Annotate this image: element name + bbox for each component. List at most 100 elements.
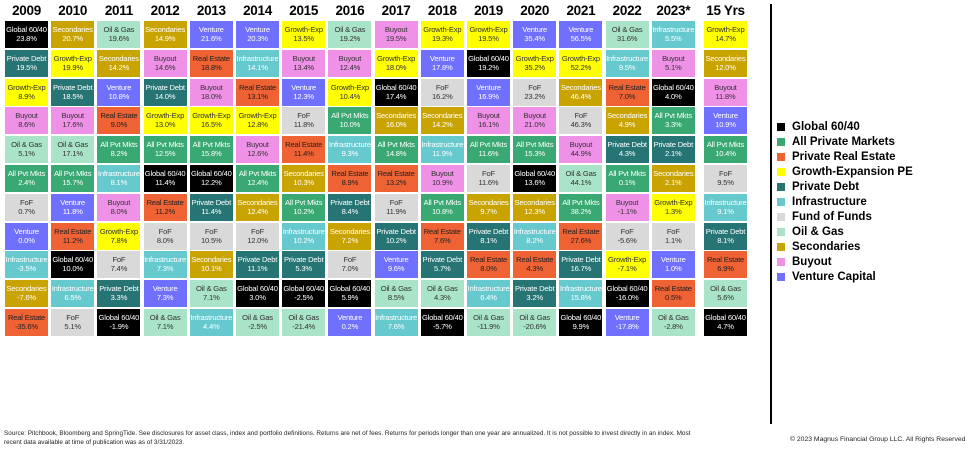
- legend-item: Private Debt: [777, 179, 913, 194]
- legend-item: Buyout: [777, 254, 913, 269]
- asset-class-label: Real Estate: [516, 255, 554, 265]
- asset-class-label: Global 60/40: [6, 25, 47, 34]
- return-value: 14.2%: [432, 120, 453, 130]
- year-column: 2020 Venture 35.4% Growth-Exp 35.2% FoF 23.2% B…: [513, 0, 557, 336]
- return-value: 0.2%: [341, 322, 359, 331]
- return-cell: Buyout 11.8%: [704, 78, 747, 106]
- return-cell: Real Estate 8.9%: [328, 165, 372, 192]
- year-header: 2018: [427, 3, 457, 18]
- return-cell: Real Estate 11.4%: [282, 136, 326, 164]
- return-value: 19.2%: [478, 62, 499, 72]
- legend-label: Global 60/40: [792, 120, 860, 133]
- return-cell: Global 60/40 13.6%: [513, 165, 557, 192]
- return-cell: Global 60/40 23.8%: [5, 21, 48, 48]
- asset-class-label: Secondaries: [145, 25, 186, 34]
- return-value: 10.9%: [432, 178, 453, 187]
- return-cell: Buyout 10.9%: [420, 165, 464, 192]
- return-cell: Growth-Exp 19.3%: [420, 21, 464, 48]
- return-value: 8.2%: [526, 235, 543, 245]
- return-value: 5.1%: [665, 62, 682, 72]
- return-cell: Growth-Exp 12.8%: [236, 107, 279, 135]
- return-cell: Growth-Exp 19.9%: [51, 49, 95, 77]
- year-column: 2023* Infrastructure 5.5% Buyout 5.1% Global …: [651, 0, 695, 336]
- year-column: 2012 Secondaries 14.9% Buyout 14.6% Private D…: [143, 0, 187, 336]
- asset-class-label: Real Estate: [377, 169, 415, 178]
- legend-item: All Private Markets: [777, 134, 913, 149]
- asset-class-label: Secondaries: [653, 169, 694, 178]
- asset-class-label: Growth-Exp: [284, 25, 323, 34]
- return-cell: Private Debt 5.7%: [420, 251, 464, 279]
- return-cell: FoF 23.2%: [513, 78, 557, 106]
- return-value: 8.1%: [717, 235, 734, 245]
- legend-swatch: [777, 167, 785, 176]
- return-value: 10.2%: [293, 206, 314, 216]
- return-cell: Venture 0.2%: [328, 309, 372, 336]
- return-value: -1.1%: [617, 206, 637, 216]
- return-cell: Buyout 12.6%: [236, 136, 279, 164]
- asset-class-label: Secondaries: [376, 111, 417, 121]
- asset-class-label: All Pvt Mkts: [54, 169, 92, 178]
- return-cell: Buyout 16.1%: [467, 107, 510, 135]
- return-cell: Venture 10.9%: [704, 107, 747, 135]
- return-value: 8.5%: [387, 293, 405, 303]
- legend-item: Secondaries: [777, 239, 913, 254]
- return-cell: Oil & Gas -2.8%: [651, 309, 695, 336]
- return-cell: Private Debt 11.4%: [189, 193, 233, 221]
- return-cell: All Pvt Mkts 10.0%: [328, 107, 372, 135]
- return-value: 12.0%: [715, 62, 736, 72]
- return-cell: All Pvt Mkts 15.7%: [51, 165, 95, 192]
- return-cell: FoF 10.5%: [189, 222, 233, 250]
- return-value: 13.1%: [247, 91, 268, 101]
- return-cell: Venture 56.5%: [559, 21, 603, 48]
- return-cell: All Pvt Mkts 14.8%: [374, 136, 418, 164]
- year-column: 2011 Oil & Gas 19.6% Secondaries 14.2% Ventur…: [97, 0, 141, 336]
- asset-class-label: Global 60/40: [705, 313, 746, 322]
- return-value: 8.9%: [341, 178, 359, 187]
- asset-class-label: Private Debt: [191, 197, 232, 207]
- asset-class-label: Growth-Exp: [706, 25, 745, 34]
- return-cell: Global 60/40 17.4%: [374, 78, 418, 106]
- return-value: 10.8%: [432, 206, 453, 216]
- asset-class-label: Secondaries: [52, 25, 93, 34]
- return-cell: Venture 9.6%: [374, 251, 418, 279]
- return-value: 11.9%: [432, 149, 453, 159]
- asset-class-label: Oil & Gas: [710, 284, 741, 294]
- return-cell: Private Debt 18.5%: [51, 78, 95, 106]
- return-value: 8.1%: [110, 178, 128, 187]
- return-value: 17.6%: [62, 120, 83, 130]
- return-value: 0.0%: [18, 235, 35, 245]
- year-column: 2018 Growth-Exp 19.3% Venture 17.8% FoF 16.2% S…: [420, 0, 464, 336]
- return-value: 6.4%: [480, 293, 497, 303]
- asset-class-label: Secondaries: [98, 53, 139, 63]
- return-cell: Oil & Gas 44.1%: [559, 165, 603, 192]
- asset-class-label: Buyout: [246, 140, 269, 150]
- return-value: 7.1%: [156, 322, 174, 331]
- asset-class-label: All Pvt Mkts: [654, 111, 692, 121]
- return-cell: Venture 17.8%: [420, 49, 464, 77]
- asset-class-label: Private Debt: [561, 255, 601, 265]
- return-cell: Private Debt 16.7%: [559, 251, 603, 279]
- asset-class-label: Global 60/40: [52, 255, 94, 265]
- return-value: 11.9%: [386, 206, 407, 216]
- return-cell: Venture 35.4%: [513, 21, 557, 48]
- legend-swatch: [777, 182, 785, 191]
- asset-class-label: All Pvt Mkts: [146, 140, 184, 150]
- return-cell: Oil & Gas 4.3%: [420, 280, 464, 308]
- asset-class-label: Real Estate: [469, 255, 508, 265]
- return-cell: Real Estate 13.2%: [374, 165, 418, 192]
- return-cell: Oil & Gas 7.1%: [143, 309, 187, 336]
- return-cell: Infrastructure 6.5%: [51, 280, 95, 308]
- asset-class-label: Secondaries: [283, 169, 324, 178]
- asset-class-label: Global 60/40: [329, 284, 371, 294]
- year-column: 2014 Venture 20.3% Infrastructure 14.1% Real …: [236, 0, 279, 336]
- return-value: 35.4%: [524, 34, 545, 43]
- year-header: 2012: [150, 3, 180, 18]
- return-value: 0.7%: [18, 206, 35, 216]
- return-cell: Oil & Gas 5.6%: [704, 280, 747, 308]
- year-column: 2022 Oil & Gas 31.6% Infrastructure 9.5% Real…: [605, 0, 649, 336]
- asset-class-label: Oil & Gas: [57, 140, 89, 150]
- return-value: 6.9%: [717, 264, 734, 274]
- return-value: 38.2%: [570, 206, 592, 216]
- return-value: 7.0%: [341, 264, 359, 274]
- return-cell: All Pvt Mkts 12.4%: [236, 165, 279, 192]
